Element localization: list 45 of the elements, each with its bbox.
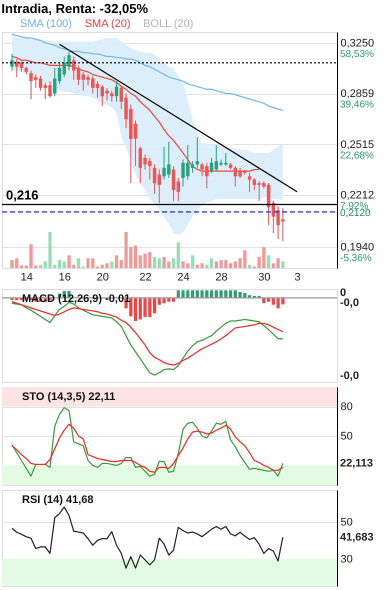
bar xyxy=(110,262,114,268)
y-tick-label: 50 xyxy=(340,430,353,442)
chart-title: MACD (12,26,9) -0,01 xyxy=(22,293,130,305)
y-tick-label: 80 xyxy=(340,401,353,414)
text: -5,36% xyxy=(340,253,372,264)
text: 41,683 xyxy=(340,531,374,544)
text: SMA (20) xyxy=(84,18,131,30)
text: 22,68% xyxy=(340,150,374,162)
candlestick xyxy=(110,90,114,102)
x-tick-label: 30 xyxy=(258,272,270,284)
y-tick-label: 0,1940 xyxy=(340,242,374,254)
y-tick-label: 50 xyxy=(340,516,353,528)
text: BOLL (20) xyxy=(143,18,194,30)
candlestick xyxy=(196,136,199,168)
chart-title: STO (14,3,5) 22,11 xyxy=(22,391,116,403)
x-tick-label: 16 xyxy=(58,272,71,284)
y-tick-label: 0,3250 xyxy=(340,37,374,50)
x-tick-label: 14 xyxy=(20,272,33,284)
y-tick-label: 0,2859 xyxy=(340,88,374,100)
text: -0,0 xyxy=(340,370,359,382)
text: 58,53% xyxy=(340,48,374,60)
line-series xyxy=(11,506,284,569)
line-series xyxy=(11,406,284,477)
chart-title: Intradia, Renta: -32,05% xyxy=(1,1,148,16)
x-tick-label: 22 xyxy=(139,272,152,284)
line-series xyxy=(11,424,284,473)
text: 22,113 xyxy=(340,457,374,470)
text: -0,0 xyxy=(340,297,359,309)
line-series xyxy=(11,34,284,111)
x-tick-label: 28 xyxy=(215,272,228,284)
series-label: SMA (100) xyxy=(20,18,72,30)
text: 0 xyxy=(340,287,346,299)
x-tick-label: 3 xyxy=(294,272,301,284)
chart-title: RSI (14) 41,68 xyxy=(22,494,94,506)
bar xyxy=(190,255,194,268)
ref-line-label: 0,216 xyxy=(6,188,39,203)
candlestick xyxy=(248,172,252,192)
bar xyxy=(266,255,270,268)
y-tick-label: 30 xyxy=(340,553,353,566)
bar xyxy=(281,262,284,268)
y-tick-label: 0,2212 xyxy=(340,190,374,202)
y-tick-label: 0,2515 xyxy=(340,138,374,151)
x-tick-label: 24 xyxy=(177,272,190,284)
text: 39,46% xyxy=(340,100,374,111)
x-tick-label: 20 xyxy=(96,272,109,284)
